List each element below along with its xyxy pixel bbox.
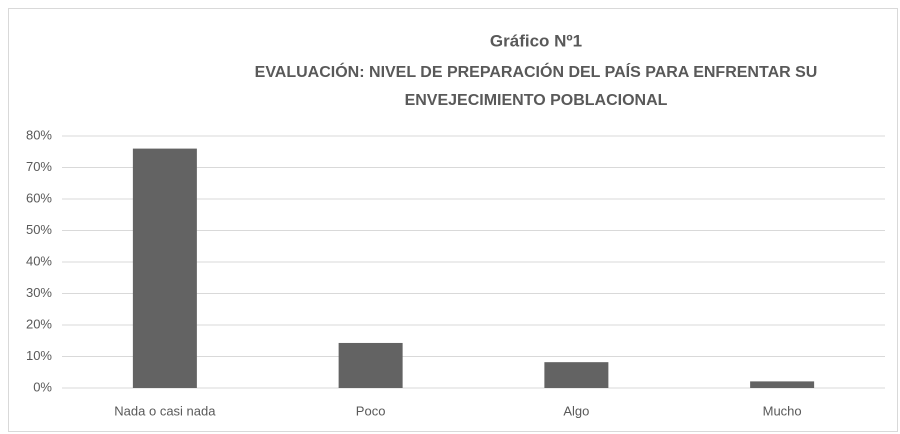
y-tick-label: 50% [26, 222, 52, 237]
y-tick-label: 10% [26, 348, 52, 363]
x-tick-label: Algo [563, 403, 589, 418]
bar [544, 362, 609, 388]
bar [750, 381, 815, 388]
x-tick-label: Mucho [763, 403, 802, 418]
y-tick-label: 40% [26, 253, 52, 268]
chart-subtitle: EVALUACIÓN: NIVEL DE PREPARACIÓN DEL PAÍ… [255, 62, 818, 81]
y-tick-label: 80% [26, 127, 52, 142]
x-tick-label: Nada o casi nada [114, 403, 216, 418]
y-tick-label: 30% [26, 285, 52, 300]
y-tick-label: 70% [26, 159, 52, 174]
x-tick-label: Poco [356, 403, 386, 418]
bar [132, 148, 197, 388]
chart-title: Gráfico Nº1 [490, 31, 582, 50]
y-tick-label: 60% [26, 190, 52, 205]
y-tick-label: 20% [26, 316, 52, 331]
bar [338, 342, 403, 388]
y-tick-label: 0% [33, 379, 52, 394]
chart-subtitle: ENVEJECIMIENTO POBLACIONAL [405, 92, 668, 109]
